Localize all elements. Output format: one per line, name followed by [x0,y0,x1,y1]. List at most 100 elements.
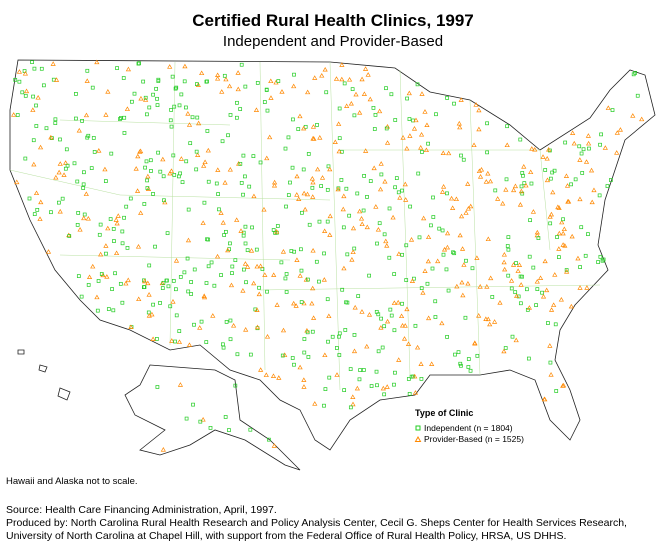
clinic-marker [548,211,555,217]
clinic-marker [400,135,406,140]
clinic-marker [312,401,318,406]
clinic-marker [80,118,84,123]
clinic-marker [471,142,477,148]
clinic-marker [309,175,315,181]
clinic-marker [372,127,377,131]
clinic-marker [441,184,447,189]
clinic-marker [83,112,90,118]
clinic-marker [336,186,341,191]
clinic-marker [366,312,373,317]
clinic-marker [466,365,471,369]
clinic-marker [128,324,134,330]
clinic-marker [98,222,103,227]
clinic-marker [420,290,426,295]
clinic-marker [353,91,359,97]
clinic-marker [168,304,173,309]
clinic-marker [257,285,261,290]
clinic-marker [339,62,345,67]
clinic-marker [205,129,210,133]
clinic-marker [297,113,303,119]
clinic-marker [389,313,394,318]
clinic-marker [214,253,221,259]
clinic-marker [53,117,58,122]
clinic-marker [79,294,84,299]
clinic-marker [456,350,461,355]
clinic-marker [125,277,131,283]
clinic-marker [156,77,161,82]
clinic-marker [466,357,471,361]
clinic-marker [352,333,357,337]
clinic-marker [485,236,491,242]
clinic-marker [457,124,463,130]
clinic-marker [160,286,165,290]
clinic-marker [564,269,570,274]
clinic-marker [359,221,365,227]
clinic-marker [457,232,463,238]
clinic-marker [184,159,189,164]
clinic-marker [133,166,139,171]
clinic-marker [583,253,588,258]
clinic-marker [586,140,592,146]
clinic-markers [11,59,645,452]
clinic-marker [365,195,369,199]
clinic-marker [422,268,428,273]
clinic-marker [453,196,460,202]
clinic-marker [509,286,514,291]
clinic-marker [115,66,119,70]
clinic-marker [404,306,410,312]
clinic-marker [41,83,46,88]
clinic-marker [500,200,506,206]
clinic-marker [251,154,256,158]
clinic-marker [258,160,263,165]
clinic-marker [377,108,383,114]
clinic-marker [418,145,424,150]
clinic-marker [405,341,412,346]
clinic-marker [630,113,636,118]
clinic-marker [234,217,240,222]
clinic-marker [302,337,307,341]
clinic-marker [142,285,147,289]
clinic-marker [13,77,18,82]
clinic-marker [146,313,152,318]
clinic-marker [170,299,176,304]
clinic-marker [61,172,67,177]
clinic-marker [461,157,466,162]
clinic-marker [441,246,448,252]
clinic-marker [542,258,548,264]
clinic-marker [342,388,347,392]
clinic-marker [547,343,553,348]
clinic-marker [468,203,474,209]
clinic-marker [189,280,193,284]
clinic-marker [325,219,330,224]
clinic-marker [279,260,284,265]
clinic-marker [540,154,546,159]
clinic-marker [194,167,199,172]
clinic-marker [589,199,595,205]
clinic-marker [322,228,328,233]
clinic-marker [179,92,184,97]
clinic-marker [514,261,518,265]
clinic-marker [155,103,160,107]
clinic-marker [564,183,571,188]
clinic-marker [292,362,296,367]
clinic-marker [254,307,260,312]
clinic-marker [235,100,239,105]
clinic-marker [310,185,315,190]
clinic-marker [453,352,457,357]
clinic-marker [355,191,360,196]
clinic-marker [398,313,405,319]
clinic-marker [144,159,149,164]
clinic-marker [75,179,80,184]
clinic-marker [357,377,362,382]
clinic-marker [284,204,288,209]
clinic-marker [382,324,387,329]
clinic-marker [577,196,583,202]
clinic-marker [174,85,179,90]
clinic-marker [492,319,498,324]
clinic-marker [540,290,544,295]
clinic-marker [556,246,562,251]
clinic-marker [460,292,466,298]
clinic-marker [262,100,267,104]
clinic-marker [306,355,311,359]
clinic-marker [64,147,69,152]
